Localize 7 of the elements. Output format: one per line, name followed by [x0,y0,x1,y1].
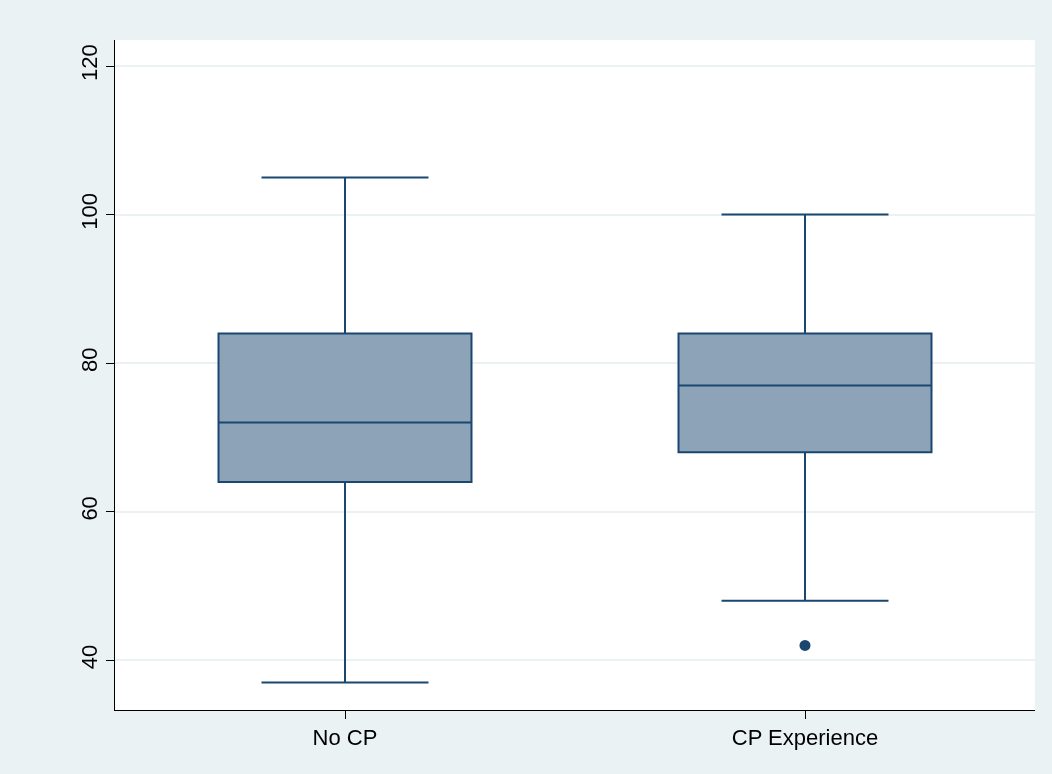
y-tick-label: 100 [77,192,103,230]
x-tick-label: No CP [312,725,378,751]
x-tick-label: CP Experience [731,725,879,751]
y-tick-label: 40 [77,644,103,670]
y-tick-label: 80 [77,347,103,373]
y-tick-label: 60 [77,496,103,521]
y-tick-label: 120 [77,44,103,82]
